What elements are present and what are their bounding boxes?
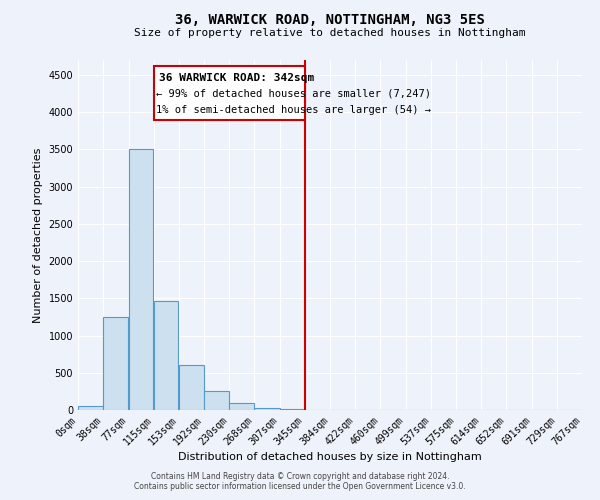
Y-axis label: Number of detached properties: Number of detached properties — [33, 148, 43, 322]
Text: Size of property relative to detached houses in Nottingham: Size of property relative to detached ho… — [134, 28, 526, 38]
Bar — [78, 406, 103, 410]
Text: Contains HM Land Registry data © Crown copyright and database right 2024.: Contains HM Land Registry data © Crown c… — [151, 472, 449, 481]
Bar — [154, 300, 178, 410]
Bar — [179, 366, 204, 410]
Bar — [128, 150, 154, 410]
X-axis label: Distribution of detached houses by size in Nottingham: Distribution of detached houses by size … — [178, 452, 482, 462]
Text: Contains public sector information licensed under the Open Government Licence v3: Contains public sector information licen… — [134, 482, 466, 491]
Bar — [280, 409, 305, 410]
Text: 36, WARWICK ROAD, NOTTINGHAM, NG3 5ES: 36, WARWICK ROAD, NOTTINGHAM, NG3 5ES — [175, 12, 485, 26]
Bar — [254, 408, 280, 410]
Bar — [229, 404, 254, 410]
Text: 1% of semi-detached houses are larger (54) →: 1% of semi-detached houses are larger (5… — [156, 105, 431, 115]
Bar — [204, 392, 229, 410]
Text: ← 99% of detached houses are smaller (7,247): ← 99% of detached houses are smaller (7,… — [156, 89, 431, 99]
Text: 36 WARWICK ROAD: 342sqm: 36 WARWICK ROAD: 342sqm — [159, 73, 314, 83]
Bar — [103, 317, 128, 410]
FancyBboxPatch shape — [154, 66, 305, 120]
